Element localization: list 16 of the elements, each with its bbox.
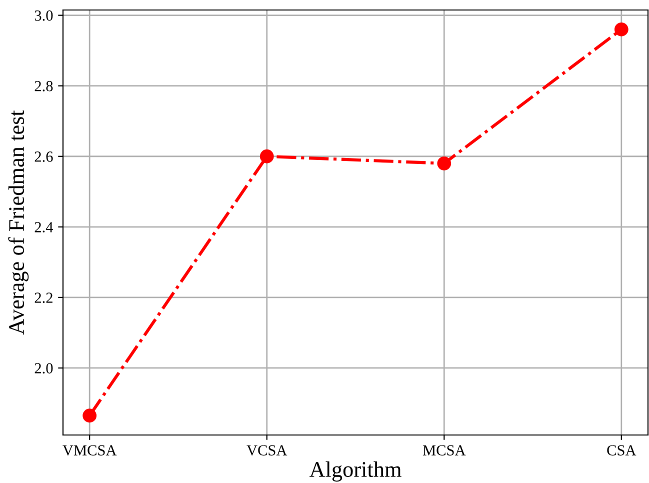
point — [437, 156, 452, 170]
y-tick-label: 2.0 — [34, 363, 53, 374]
y-tick-label: 3.0 — [34, 10, 53, 21]
y-tick-label: 2.8 — [34, 80, 53, 92]
y-axis-title: Average of Friedman test — [8, 110, 29, 335]
x-tick-label: MCSA — [422, 445, 466, 456]
y-tick-label: 2.2 — [34, 292, 52, 303]
point — [260, 149, 274, 164]
x-tick-label: CSA — [607, 445, 636, 456]
y-tick-label: 2.6 — [34, 152, 53, 162]
point — [82, 408, 97, 423]
x-tick-label: VMCSA — [62, 445, 117, 456]
x-tick-label: VCSA — [246, 445, 288, 456]
point — [614, 22, 628, 36]
y-tick-label: 2.4 — [34, 222, 54, 232]
x-axis-title: Algorithm — [309, 461, 402, 482]
